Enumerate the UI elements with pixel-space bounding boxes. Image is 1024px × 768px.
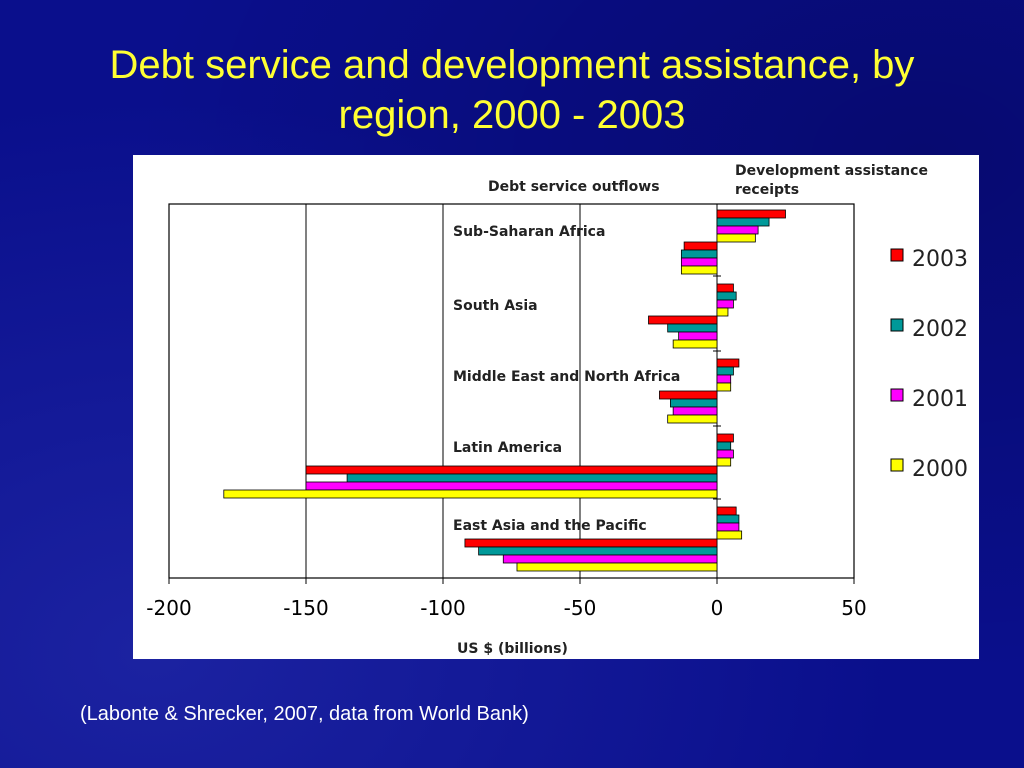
- bar-debt-2002: [680, 249, 718, 259]
- bar-debt-2001: [305, 481, 718, 491]
- bar-assistance-2002: [716, 291, 737, 301]
- bar-debt-2002: [346, 473, 718, 483]
- legend-label-2001: 2001: [912, 387, 968, 412]
- legend-swatch-2001: [890, 388, 904, 402]
- x-tick-label: 0: [711, 596, 724, 620]
- bar-assistance-2000: [716, 457, 732, 467]
- bar-debt-2001: [680, 257, 718, 267]
- bar-debt-2000: [516, 562, 718, 572]
- legend-swatch-2003: [890, 248, 904, 262]
- bar-assistance-2002: [716, 514, 740, 524]
- bar-debt-2000: [223, 489, 718, 499]
- bar-debt-2000: [672, 339, 718, 349]
- x-tick-label: -50: [564, 596, 597, 620]
- category-label: Sub-Saharan Africa: [453, 224, 605, 240]
- bar-assistance-2003: [716, 433, 734, 443]
- bar-assistance-2000: [716, 530, 743, 540]
- bar-assistance-2000: [716, 382, 732, 392]
- category-label: Middle East and North Africa: [453, 369, 680, 385]
- header-debt-service: Debt service outflows: [488, 179, 660, 195]
- x-tick-label: -200: [146, 596, 191, 620]
- bar-debt-2003: [648, 315, 718, 325]
- bar-assistance-2003: [716, 283, 734, 293]
- bar-assistance-2001: [716, 449, 734, 459]
- bar-debt-2003: [305, 465, 718, 475]
- x-axis-label: US $ (billions): [457, 641, 568, 657]
- category-label: Latin America: [453, 440, 562, 456]
- bar-assistance-2000: [716, 233, 756, 243]
- slide-title-line-1: Debt service and development assistance,…: [109, 43, 915, 87]
- plot-frame: [168, 203, 855, 579]
- slide-title: Debt service and development assistance,…: [0, 40, 1024, 140]
- slide-title-line-2: region, 2000 - 2003: [338, 93, 686, 137]
- citation: (Labonte & Shrecker, 2007, data from Wor…: [80, 703, 529, 725]
- bar-assistance-2002: [716, 441, 732, 451]
- bar-assistance-2001: [716, 374, 732, 384]
- bar-debt-2002: [478, 546, 718, 556]
- bar-debt-2000: [680, 265, 718, 275]
- bar-chart: -200 -150 -100 -50 0 50 Debt service outflows D…: [146, 163, 968, 657]
- legend-label-2000: 2000: [912, 457, 968, 482]
- bar-assistance-2001: [716, 522, 740, 532]
- bar-debt-2001: [678, 331, 718, 341]
- legend-label-2002: 2002: [912, 317, 968, 342]
- bar-assistance-2003: [716, 209, 786, 219]
- bar-assistance-2002: [716, 217, 770, 227]
- chart-panel: -200 -150 -100 -50 0 50 Debt service outflows D…: [133, 155, 979, 659]
- category-label: East Asia and the Pacific: [453, 518, 647, 534]
- bar-assistance-2001: [716, 225, 759, 235]
- header-assistance-line-2: receipts: [735, 182, 799, 198]
- bar-assistance-2000: [716, 307, 729, 317]
- legend-swatch-2002: [890, 318, 904, 332]
- bar-debt-2002: [667, 323, 718, 333]
- bar-debt-2001: [672, 406, 718, 416]
- x-tick-label: -100: [420, 596, 465, 620]
- bar-debt-2002: [670, 398, 718, 408]
- legend-swatch-2000: [890, 458, 904, 472]
- bar-debt-2003: [659, 390, 718, 400]
- bar-assistance-2003: [716, 506, 737, 516]
- category-label: South Asia: [453, 298, 538, 314]
- bar-debt-2003: [464, 538, 718, 548]
- header-assistance-line-1: Development assistance: [735, 163, 928, 179]
- bar-assistance-2002: [716, 366, 734, 376]
- x-tick-label: 50: [841, 596, 866, 620]
- bar-assistance-2003: [716, 358, 740, 368]
- bar-debt-2001: [502, 554, 718, 564]
- bar-debt-2000: [667, 414, 718, 424]
- bar-assistance-2001: [716, 299, 734, 309]
- legend-label-2003: 2003: [912, 247, 968, 272]
- x-tick-label: -150: [283, 596, 328, 620]
- bar-debt-2003: [683, 241, 718, 251]
